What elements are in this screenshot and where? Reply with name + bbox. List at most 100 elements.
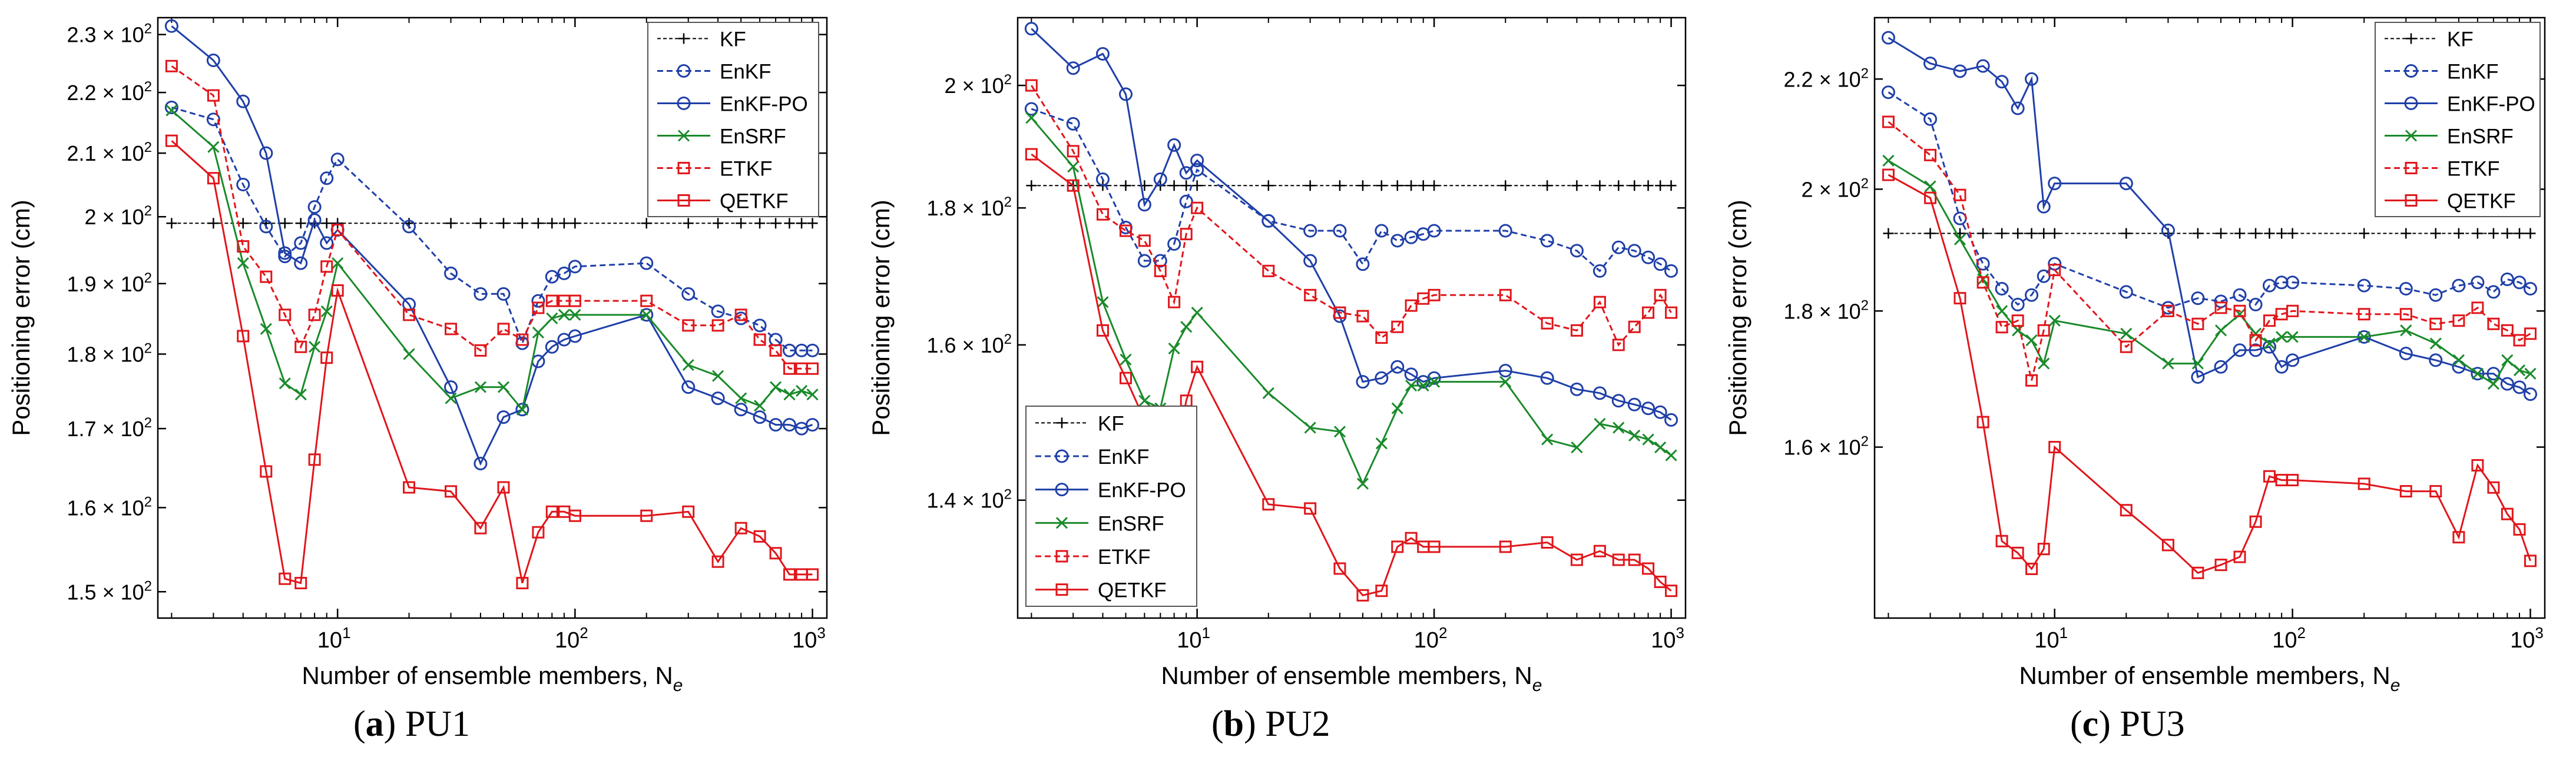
data-point-etkf	[2471, 301, 2484, 314]
data-point-ensrf	[2214, 324, 2227, 337]
data-point-qetkf	[1191, 360, 1204, 373]
data-point-enkf-po	[1923, 57, 1938, 71]
data-point-enkf-po	[1995, 75, 2009, 89]
data-point-ensrf	[1882, 154, 1895, 167]
series-ensrf	[165, 104, 819, 416]
data-point-kf	[1026, 180, 1037, 191]
data-point-kf	[1376, 180, 1387, 191]
data-point-enkf	[1137, 254, 1151, 268]
data-point-enkf-po	[1641, 401, 1655, 416]
data-point-etkf	[2191, 317, 2204, 330]
data-point-enkf	[568, 260, 582, 274]
data-point-enkf	[206, 112, 220, 127]
legend: KF EnKF EnKF-PO EnSRF ETKF QETKF	[2375, 22, 2541, 217]
data-point-enkf-po	[2471, 367, 2485, 381]
data-point-ensrf	[2524, 367, 2537, 380]
data-point-kf	[2049, 228, 2060, 239]
data-point-etkf	[2513, 334, 2526, 347]
data-point-enkf-po	[1390, 360, 1405, 374]
data-point-enkf-po	[206, 53, 220, 67]
data-point-enkf	[753, 318, 767, 333]
data-point-kf	[1357, 180, 1368, 191]
data-point-ensrf	[1654, 441, 1667, 454]
data-point-ensrf	[1391, 402, 1403, 414]
data-point-kf	[321, 218, 332, 229]
data-point-etkf	[1180, 228, 1193, 241]
data-point-etkf	[1995, 321, 2008, 334]
data-point-etkf	[2011, 314, 2024, 327]
data-point-etkf	[474, 344, 487, 357]
data-point-kf	[1304, 180, 1316, 191]
data-point-etkf	[532, 301, 545, 314]
data-point-etkf	[1067, 145, 1080, 158]
data-point-enkf-po	[2119, 177, 2133, 191]
data-point-kf	[1629, 180, 1640, 191]
data-point-qetkf	[1882, 168, 1895, 181]
data-point-ensrf	[2038, 357, 2050, 370]
data-point-enkf	[236, 178, 250, 192]
x-tick-label: 102	[2272, 624, 2306, 653]
legend-label-etkf: ETKF	[720, 158, 772, 181]
data-point-kf	[2514, 228, 2525, 239]
legend: KF EnKF EnKF-PO EnSRF ETKF QETKF	[1025, 406, 1197, 607]
series-enkf-po	[1881, 31, 2537, 401]
data-point-enkf-po	[2399, 347, 2413, 361]
data-point-qetkf	[568, 509, 581, 522]
data-point-enkf	[531, 294, 545, 308]
data-point-enkf-po	[259, 146, 273, 160]
legend-marker-enkf-po	[1055, 483, 1069, 497]
data-point-enkf	[1540, 234, 1554, 248]
data-point-ensrf	[309, 341, 321, 353]
series-qetkf	[1882, 168, 2537, 579]
chart-pu1: 101 102 103 1.5 × 102 1.6 × 102 1.7 × 102 1.8 …	[7, 16, 828, 695]
data-point-kf	[237, 218, 249, 229]
data-point-ensrf	[320, 305, 333, 317]
data-point-ensrf	[558, 308, 570, 321]
data-point-ensrf	[207, 141, 220, 153]
data-point-qetkf	[2399, 485, 2412, 498]
data-point-ensrf	[1333, 426, 1346, 438]
data-point-kf	[713, 218, 724, 229]
data-point-enkf	[1375, 224, 1389, 238]
data-point-ensrf	[1594, 417, 1606, 430]
y-axis-label: Positioning error (cm)	[7, 200, 35, 436]
data-point-qetkf	[474, 522, 487, 534]
data-point-enkf	[2262, 278, 2276, 293]
data-point-enkf	[1427, 224, 1441, 238]
data-point-etkf	[1628, 320, 1641, 333]
x-tick-label: 103	[2510, 624, 2544, 653]
data-point-etkf	[237, 240, 250, 253]
data-point-etkf	[2286, 304, 2299, 317]
data-point-kf	[2264, 228, 2275, 239]
data-point-qetkf	[682, 505, 695, 518]
data-point-kf	[754, 218, 766, 229]
data-point-qetkf	[2025, 562, 2038, 575]
legend-label-etkf: ETKF	[1098, 546, 1150, 569]
data-point-enkf	[2500, 272, 2514, 286]
data-point-enkf	[2274, 275, 2289, 290]
data-point-etkf	[1976, 276, 1989, 289]
data-point-ensrf	[2452, 354, 2465, 366]
data-point-kf	[1542, 180, 1553, 191]
data-point-kf	[2121, 228, 2132, 239]
legend-frame	[1025, 406, 1197, 607]
data-point-qetkf	[1570, 553, 1583, 566]
data-point-kf	[1613, 180, 1624, 191]
data-point-kf	[2453, 228, 2464, 239]
data-point-enkf	[2357, 278, 2371, 293]
data-point-etkf	[279, 308, 292, 321]
data-point-enkf-po	[681, 380, 696, 394]
data-point-kf	[1418, 180, 1429, 191]
data-point-kf	[1168, 180, 1180, 191]
data-point-etkf	[682, 319, 695, 332]
data-point-ensrf	[474, 381, 486, 393]
data-point-etkf	[2214, 301, 2227, 314]
data-point-enkf-po	[2249, 343, 2263, 357]
data-point-qetkf	[207, 172, 220, 185]
data-point-etkf	[2452, 314, 2465, 327]
y-tick-label: 2.2 × 102	[67, 79, 152, 105]
data-point-etkf	[769, 344, 782, 357]
y-axis-label: Positioning error (cm)	[867, 200, 895, 436]
data-point-ensrf	[712, 370, 724, 382]
legend: KF EnKF EnKF-PO EnSRF ETKF QETKF	[647, 22, 819, 217]
